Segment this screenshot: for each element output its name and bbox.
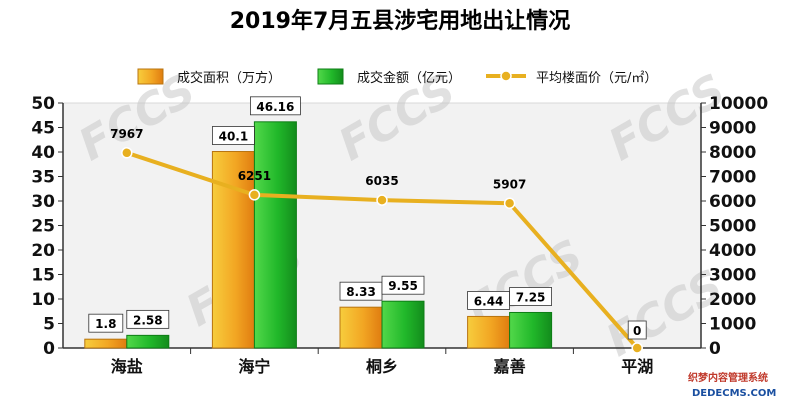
y-right-tick-label: 3000 <box>709 266 756 286</box>
y-left-tick-label: 30 <box>31 192 55 212</box>
price-point <box>503 197 516 210</box>
y-right-tick-label: 4000 <box>709 241 756 261</box>
price-label: 6035 <box>365 174 398 188</box>
bar-amount <box>126 334 170 349</box>
legend: 成交面积（万方） 成交金额（亿元） 平均楼面价（元/㎡） <box>137 68 657 86</box>
x-tick-label: 桐乡 <box>366 357 398 376</box>
data-label: 1.8 <box>95 317 116 331</box>
footer-line2: DEDECMS.COM <box>692 388 776 399</box>
price-point <box>376 194 388 206</box>
data-label: 46.16 <box>256 100 294 114</box>
data-label: 8.33 <box>346 285 376 299</box>
data-label: 9.55 <box>388 279 418 293</box>
price-label: 0 <box>633 324 641 338</box>
y-right-tick-label: 0 <box>709 339 721 359</box>
bar-area <box>467 315 511 349</box>
data-label-box <box>88 313 124 333</box>
y-right-tick-label: 5000 <box>709 217 756 237</box>
y-left-tick-label: 0 <box>43 339 55 359</box>
price-label: 6251 <box>238 169 271 183</box>
data-labels: 1.8 40.1 8.33 6.44 2.58 46.16 9.55 7.25 7967 6251… <box>88 96 647 340</box>
x-tick-label: 海盐 <box>111 357 143 376</box>
data-label-box <box>509 287 553 306</box>
chart-title: 2019年7月五县涉宅用地出让情况 <box>230 8 571 34</box>
bar-amount <box>381 300 425 349</box>
legend-swatch-amount <box>317 68 344 85</box>
y-left-tick-label: 40 <box>31 143 55 163</box>
price-point <box>248 189 261 201</box>
y-left-tick-label: 15 <box>31 266 55 286</box>
bar-amount <box>509 311 553 349</box>
bar-area <box>84 338 128 349</box>
legend-label-amount: 成交金额（亿元） <box>357 70 461 86</box>
price-label: 7967 <box>110 127 143 141</box>
x-tick-label: 平湖 <box>621 357 653 376</box>
y-left-tick-label: 45 <box>31 119 55 139</box>
y-left-tick-label: 20 <box>31 241 55 261</box>
footer-watermark: 织梦内容管理系统 DEDECMS.COM <box>676 365 800 403</box>
price-line <box>121 147 643 354</box>
x-tick-label: 海宁 <box>238 357 270 376</box>
y-left-tick-label: 5 <box>43 315 55 335</box>
y-right-tick-label: 1000 <box>709 315 756 335</box>
footer-line1: 织梦内容管理系统 <box>688 371 768 384</box>
x-tick-label: 嘉善 <box>493 357 526 376</box>
legend-marker-price <box>500 70 512 82</box>
data-label-box <box>627 320 647 340</box>
y-right-tick-label: 7000 <box>709 168 756 188</box>
y-left-tick-label: 50 <box>31 94 55 114</box>
y-right-tick-label: 8000 <box>709 143 756 163</box>
legend-swatch-area <box>137 68 164 85</box>
data-label-box <box>211 126 255 145</box>
axes: 0 5 10 15 20 25 30 35 40 45 50 0 1000 2000 3000 4000 500… <box>31 94 768 376</box>
data-label: 7.25 <box>516 290 546 304</box>
legend-label-price: 平均楼面价（元/㎡） <box>536 71 657 86</box>
data-label: 6.44 <box>474 294 504 308</box>
data-label-box <box>381 275 425 295</box>
bar-area <box>339 306 383 349</box>
data-label-box <box>126 309 170 329</box>
y-right-tick-label: 9000 <box>709 119 756 139</box>
y-left-tick-label: 10 <box>31 290 55 310</box>
y-left-tick-label: 25 <box>31 217 55 237</box>
y-right-tick-label: 6000 <box>709 192 756 212</box>
y-right-tick-label: 10000 <box>709 94 768 114</box>
data-label: 40.1 <box>219 130 249 144</box>
price-point <box>631 342 643 354</box>
legend-label-area: 成交面积（万方） <box>177 70 281 86</box>
y-right-tick-label: 2000 <box>709 290 756 310</box>
y-left-tick-label: 35 <box>31 168 55 188</box>
price-label: 5907 <box>493 177 526 191</box>
data-label: 2.58 <box>133 313 163 327</box>
bar-amount <box>253 121 297 349</box>
price-point <box>121 147 133 159</box>
data-label-box <box>249 96 301 116</box>
